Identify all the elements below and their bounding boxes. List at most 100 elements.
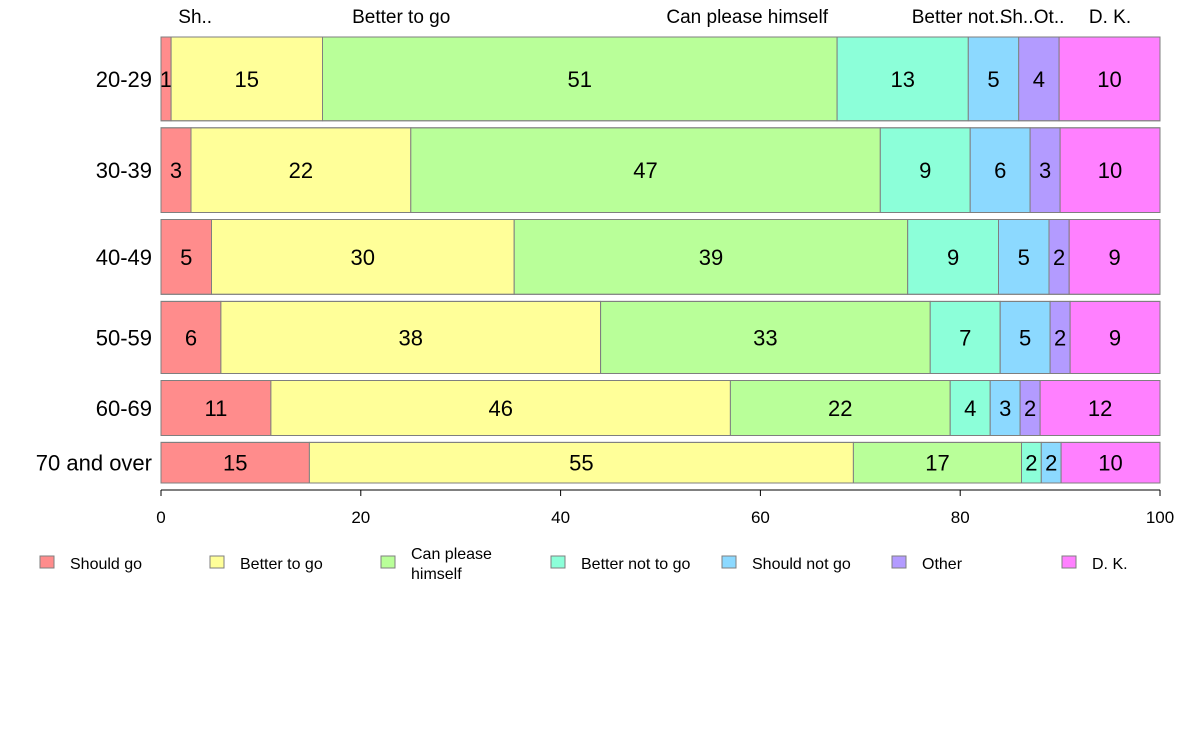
row-outline-60-69 [160, 380, 1161, 436]
bar-40-49-d-k [1068, 219, 1161, 295]
data-label-50-59-should-go: 6 [185, 325, 197, 350]
column-label-should-not-go: Sh.. [1000, 7, 1034, 28]
data-label-30-39-can-please-himself: 47 [633, 158, 657, 183]
data-label-60-69-d-k: 12 [1088, 396, 1112, 421]
legend-label-d-k: D. K. [1092, 556, 1128, 573]
legend-swatch-better-to-go [209, 555, 225, 569]
bar-70-and-over-better-to-go [308, 441, 854, 484]
data-label-20-29-better-to-go: 15 [235, 67, 259, 92]
bar-70-and-over-can-please-himself [852, 441, 1023, 484]
legend-swatch-other [891, 555, 907, 569]
data-label-20-29-can-please-himself: 51 [568, 67, 592, 92]
bar-40-49-better-not-to-go [907, 219, 1000, 295]
column-header-labels: Sh.. Better to go Can please himself Better… [178, 7, 1131, 28]
legend-label-should-go: Should go [70, 556, 142, 573]
data-label-40-49-d-k: 9 [1108, 245, 1120, 270]
bar-50-59-better-to-go [220, 300, 601, 374]
data-label-60-69-better-not-to-go: 4 [964, 396, 976, 421]
bar-30-39-d-k [1059, 127, 1161, 213]
data-label-20-29-should-not-go: 5 [987, 67, 999, 92]
x-tick-label-20: 20 [351, 508, 370, 527]
row-label-50-59: 50-59 [96, 325, 152, 350]
data-label-40-49-other: 2 [1053, 245, 1065, 270]
x-tick-label-0: 0 [156, 508, 165, 527]
data-label-70-and-over-better-not-to-go: 2 [1025, 451, 1037, 476]
data-label-40-49-should-not-go: 5 [1018, 245, 1030, 270]
legend-swatch-can-please-himself [380, 555, 396, 569]
column-label-better-not-to-go: Better not.. [912, 7, 1005, 28]
x-axis: 0 20 40 60 80 100 [156, 489, 1174, 527]
legend: Should go Better to go Can please himself Be… [39, 546, 1128, 583]
data-label-50-59-better-not-to-go: 7 [959, 325, 971, 350]
row-label-70-and-over: 70 and over [36, 451, 152, 476]
data-label-60-69-other: 2 [1024, 396, 1036, 421]
column-label-d-k: D. K. [1089, 7, 1131, 28]
data-label-20-29-better-not-to-go: 13 [890, 67, 914, 92]
data-label-60-69-should-go: 11 [204, 396, 227, 421]
row-outline-20-29 [160, 36, 1161, 122]
legend-label-better-to-go: Better to go [240, 556, 323, 573]
legend-swatch-better-not-to-go [550, 555, 566, 569]
column-label-better-to-go: Better to go [352, 7, 450, 28]
row-label-60-69: 60-69 [96, 396, 152, 421]
row-outline-30-39 [160, 127, 1161, 213]
row-label-40-49: 40-49 [96, 245, 152, 270]
bar-40-49-better-to-go [211, 219, 515, 295]
x-tick-label-80: 80 [951, 508, 970, 527]
bar-40-49-can-please-himself [513, 219, 909, 295]
bar-40-49-should-not-go [998, 219, 1050, 295]
bar-60-69-should-go [160, 380, 272, 436]
row-outline-40-49 [160, 219, 1161, 295]
data-label-50-59-can-please-himself: 33 [753, 325, 777, 350]
data-label-70-and-over-should-not-go: 2 [1045, 451, 1057, 476]
row-outline-70-and-over [160, 441, 1161, 484]
data-label-20-29-d-k: 10 [1097, 67, 1121, 92]
bar-30-39-better-to-go [190, 127, 412, 213]
data-label-40-49-can-please-himself: 39 [699, 245, 723, 270]
row-label-20-29: 20-29 [96, 67, 152, 92]
legend-label-should-not-go: Should not go [752, 556, 851, 573]
data-label-70-and-over-better-to-go: 55 [569, 451, 593, 476]
data-label-40-49-should-go: 5 [180, 245, 192, 270]
x-tick-label-60: 60 [751, 508, 770, 527]
data-label-70-and-over-should-go: 15 [223, 451, 247, 476]
bar-50-59-better-not-to-go [929, 300, 1001, 374]
data-label-20-29-other: 4 [1033, 67, 1045, 92]
bar-20-29-d-k [1058, 36, 1161, 122]
data-label-50-59-better-to-go: 38 [399, 325, 423, 350]
bar-70-and-over-should-go [160, 441, 310, 484]
data-label-70-and-over-can-please-himself: 17 [925, 451, 949, 476]
column-label-other: Ot.. [1034, 7, 1065, 28]
legend-label-can-please-himself: Can please himself [411, 546, 492, 583]
column-label-should-go: Sh.. [178, 7, 212, 28]
x-tick-label-100: 100 [1146, 508, 1174, 527]
legend-swatch-d-k [1061, 555, 1077, 569]
data-label-50-59-d-k: 9 [1109, 325, 1121, 350]
row-label-30-39: 30-39 [96, 158, 152, 183]
bar-30-39-other [1029, 127, 1061, 213]
data-label-60-69-should-not-go: 3 [999, 396, 1011, 421]
column-label-can-please-himself: Can please himself [666, 7, 828, 28]
data-label-30-39-should-not-go: 6 [994, 158, 1006, 183]
data-label-30-39-better-to-go: 22 [289, 158, 313, 183]
data-label-40-49-better-not-to-go: 9 [947, 245, 959, 270]
data-label-30-39-d-k: 10 [1098, 158, 1122, 183]
data-label-50-59-other: 2 [1054, 325, 1066, 350]
bars: 1 15 51 13 5 4 103 22 47 9 6 3 105 30 39 9 5 2 96 38 33 7 5 2 91… [160, 36, 1161, 484]
legend-swatch-should-not-go [721, 555, 737, 569]
data-label-40-49-better-to-go: 30 [351, 245, 375, 270]
data-label-20-29-should-go: 1 [160, 67, 172, 92]
data-label-70-and-over-d-k: 10 [1098, 451, 1122, 476]
legend-label-other: Other [922, 556, 963, 573]
data-label-30-39-should-go: 3 [170, 158, 182, 183]
legend-swatch-should-go [39, 555, 55, 569]
bar-30-39-can-please-himself [410, 127, 881, 213]
row-labels: 20-29 30-39 40-49 50-59 60-69 70 and over [36, 67, 152, 476]
data-label-60-69-can-please-himself: 22 [828, 396, 852, 421]
data-label-30-39-other: 3 [1039, 158, 1051, 183]
data-label-30-39-better-not-to-go: 9 [919, 158, 931, 183]
data-label-50-59-should-not-go: 5 [1019, 325, 1031, 350]
legend-label-better-not-to-go: Better not to go [581, 556, 691, 573]
data-label-60-69-better-to-go: 46 [488, 396, 512, 421]
